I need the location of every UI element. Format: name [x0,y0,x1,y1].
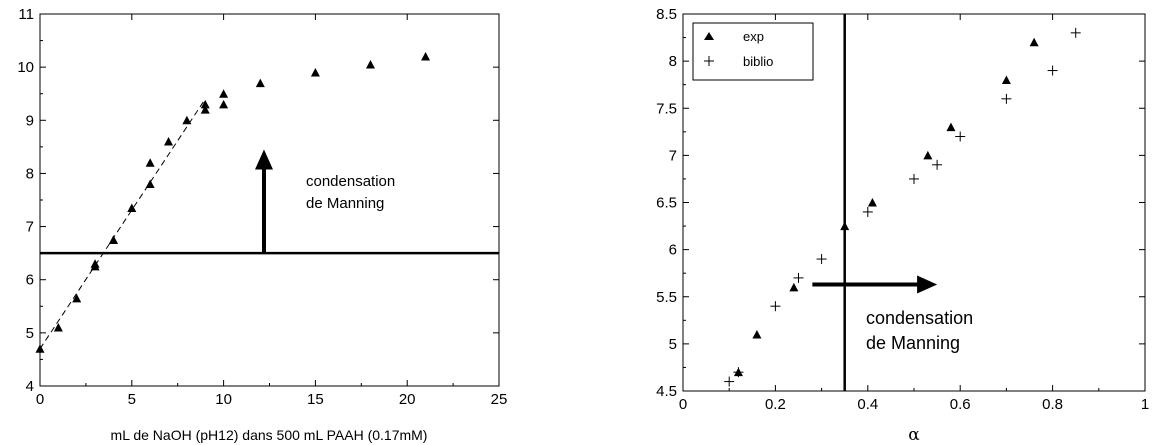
left-marks [35,52,499,353]
x-tick-label: 15 [307,391,324,408]
x-tick-label: 0.8 [1042,396,1063,413]
data-point-triangle [1001,75,1011,84]
data-point-triangle [108,235,118,244]
x-tick-label: 0.2 [765,396,786,413]
y-tick-label: 6.5 [656,195,677,212]
x-tick-label: 10 [215,391,232,408]
y-tick-label: 11 [18,6,34,23]
data-point-triangle [200,105,210,114]
data-point-triangle [200,99,210,109]
data-point-triangle [145,179,155,189]
chart-left: 0 5 10 15 20 25 4 5 6 7 8 9 10 11 mL de NaOH (pH12) d… [17,6,507,443]
right-ticks: 0 0.2 0.4 0.6 0.8 1 4.5 5 5.5 6 6.5 7 7.5 8 8.5 [656,6,1149,413]
chart-right: 0 0.2 0.4 0.6 0.8 1 4.5 5 5.5 6 6.5 7 7.5 8 8.5 α cond… [656,6,1149,445]
y-tick-label: 8 [669,53,677,70]
data-point-triangle [72,293,82,303]
data-point-triangle [164,137,174,146]
x-tick-label: 1 [1141,396,1149,413]
y-tick-label: 7 [26,219,34,236]
left-annotation-line2: de Manning [306,195,384,212]
data-point-plus [733,367,744,378]
data-point-triangle [310,67,320,77]
legend-triangle-marker [704,32,714,40]
data-point-triangle [923,150,933,160]
data-point-triangle [90,259,100,268]
y-tick-label: 4 [26,378,34,395]
data-point-plus [793,272,804,283]
data-point-plus [1070,27,1081,38]
data-point-triangle [1029,37,1039,47]
y-tick-label: 6 [26,272,34,289]
data-point-plus [1001,93,1012,104]
data-point-plus [909,173,919,184]
legend: exp biblio [692,22,814,81]
data-point-triangle [219,99,229,109]
data-point-triangle [752,329,762,339]
data-point-triangle [255,78,265,88]
data-point-plus [955,131,966,142]
data-point-triangle [365,59,375,69]
right-marks [724,14,1081,391]
data-point-plus [724,376,735,387]
y-tick-label: 7 [669,147,677,164]
left-ticks: 0 5 10 15 20 25 4 5 6 7 8 9 10 11 [17,6,507,408]
x-tick-label: 0.6 [950,396,971,413]
data-point-triangle [219,89,229,98]
data-point-triangle [867,198,877,207]
y-tick-label: 5.5 [656,289,677,306]
data-point-plus [1047,65,1058,76]
legend-box [692,22,814,81]
legend-biblio-label: biblio [743,54,773,69]
right-x-axis-title: α [908,425,920,445]
data-point-triangle [35,344,45,353]
data-point-triangle [182,115,192,125]
data-point-plus [862,206,873,217]
left-x-axis-title: mL de NaOH (pH12) dans 500 mL PAAH (0.17… [111,427,428,443]
data-point-triangle [789,282,799,292]
left-annotation-line1: condensation [306,173,395,190]
data-point-plus [770,301,781,312]
arrow-right-head [917,275,938,294]
data-point-plus [932,159,943,170]
plot-area-left [39,13,500,387]
data-point-triangle [946,122,956,132]
y-tick-label: 6 [669,242,677,259]
data-point-plus [816,254,827,265]
data-point-triangle [127,203,137,212]
x-tick-label: 0.4 [857,396,878,413]
x-tick-label: 0 [36,391,44,408]
y-tick-label: 7.5 [656,100,677,117]
right-annotation-line1: condensation [866,308,973,328]
data-point-triangle [145,158,155,167]
x-tick-label: 0 [679,396,687,413]
y-tick-label: 8.5 [656,6,677,23]
x-tick-label: 20 [399,391,416,408]
y-tick-label: 5 [26,325,34,342]
legend-plus-marker [704,56,714,66]
arrow-up-head [254,149,273,170]
data-point-triangle [421,52,431,61]
legend-exp-label: exp [743,29,764,44]
y-tick-label: 5 [669,336,677,353]
y-tick-label: 4.5 [656,383,677,400]
data-point-triangle [53,323,63,332]
x-tick-label: 5 [128,391,136,408]
y-tick-label: 8 [26,165,34,182]
y-tick-label: 10 [17,59,34,76]
y-tick-label: 9 [26,112,34,129]
right-annotation-line2: de Manning [866,333,960,353]
x-tick-label: 25 [491,391,508,408]
data-point-triangle [840,221,850,231]
